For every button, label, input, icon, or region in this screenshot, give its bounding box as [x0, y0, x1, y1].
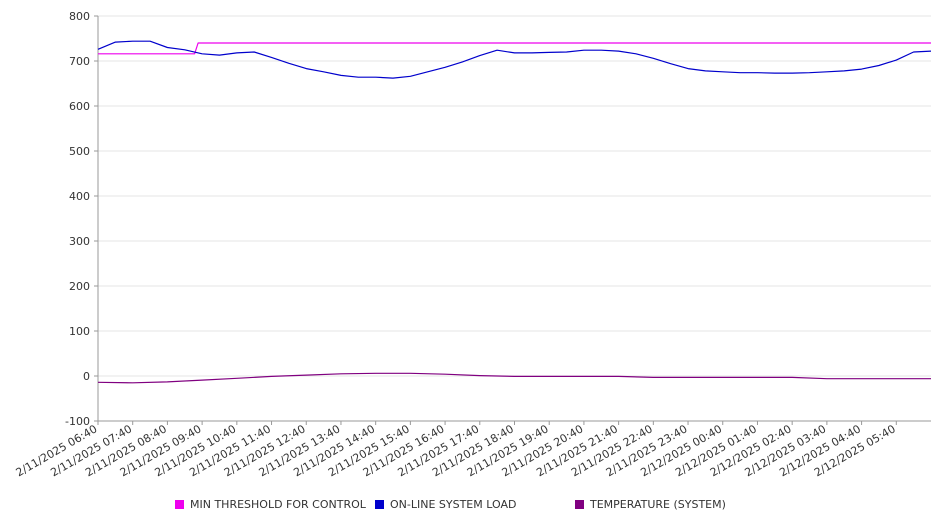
legend-swatch-min-threshold	[175, 500, 184, 509]
legend-item-temperature: TEMPERATURE (SYSTEM)	[575, 498, 726, 511]
y-tick-label: 300	[69, 235, 90, 248]
legend-swatch-temperature	[575, 500, 584, 509]
series-line-temperature	[97, 372, 931, 384]
grid-lines	[98, 15, 931, 377]
legend-label-temperature: TEMPERATURE (SYSTEM)	[590, 498, 726, 511]
legend-swatch-system-load	[375, 500, 384, 509]
legend: MIN THRESHOLD FOR CONTROL ON-LINE SYSTEM…	[0, 498, 946, 514]
y-tick-label: 0	[83, 370, 90, 383]
y-axis-ticks: -100 0 100 200 300 400 500 600 700 800	[65, 10, 98, 428]
y-tick-label: 400	[69, 190, 90, 203]
legend-label-system-load: ON-LINE SYSTEM LOAD	[390, 498, 517, 511]
y-tick-label: 600	[69, 100, 90, 113]
series-line-min-threshold	[98, 42, 931, 55]
legend-item-system-load: ON-LINE SYSTEM LOAD	[375, 498, 516, 511]
axes	[97, 16, 931, 422]
legend-label-min-threshold: MIN THRESHOLD FOR CONTROL	[190, 498, 366, 511]
y-tick-label: -100	[65, 415, 90, 428]
y-tick-label: 200	[69, 280, 90, 293]
y-tick-label: 700	[69, 55, 90, 68]
x-axis-ticks: 2/11/2025 06:402/11/2025 07:402/11/2025 …	[14, 421, 898, 479]
legend-item-min-threshold: MIN THRESHOLD FOR CONTROL	[175, 498, 366, 511]
y-tick-label: 100	[69, 325, 90, 338]
y-tick-label: 800	[69, 10, 90, 23]
series-lines	[97, 40, 932, 384]
y-tick-label: 500	[69, 145, 90, 158]
series-line-system-load	[97, 40, 932, 79]
